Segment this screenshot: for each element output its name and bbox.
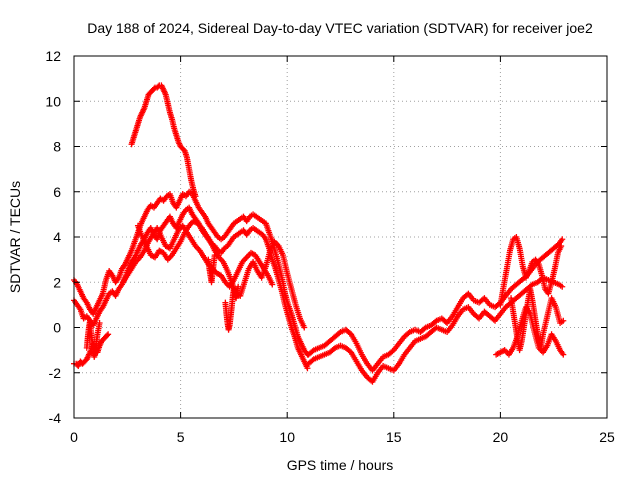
series-high-arc — [128, 82, 199, 200]
y-tick-label: 10 — [45, 93, 61, 109]
y-tick-label: 2 — [53, 274, 61, 290]
y-axis-label: SDTVAR / TECUs — [7, 181, 23, 293]
data-point — [432, 318, 439, 325]
y-tick-label: 6 — [53, 184, 61, 200]
data-point — [96, 319, 103, 326]
data-point — [269, 281, 276, 288]
x-tick-label: 0 — [70, 429, 78, 445]
data-point — [560, 317, 567, 324]
series-late-peak-a — [497, 234, 565, 308]
y-tick-label: -2 — [49, 365, 62, 381]
x-tick-label: 25 — [599, 429, 615, 445]
data-point — [235, 283, 242, 290]
y-tick-label: 8 — [53, 139, 61, 155]
y-tick-label: -4 — [49, 410, 62, 426]
data-point — [389, 348, 396, 355]
x-tick-label: 15 — [386, 429, 402, 445]
data-point — [304, 365, 311, 372]
data-point — [105, 331, 112, 338]
x-tick-label: 5 — [177, 429, 185, 445]
data-point — [150, 85, 157, 92]
data-point — [309, 357, 316, 364]
x-tick-label: 10 — [279, 429, 295, 445]
data-point — [405, 330, 412, 337]
y-tick-label: 0 — [53, 320, 61, 336]
data-point — [528, 282, 535, 289]
data-point — [211, 252, 218, 259]
data-point — [421, 325, 428, 332]
data-point — [336, 330, 343, 337]
series-main-lower — [71, 204, 311, 372]
data-point — [309, 348, 316, 355]
x-axis-label: GPS time / hours — [287, 457, 394, 473]
series-side-drop-a — [222, 283, 242, 333]
data-point — [559, 283, 566, 290]
y-tick-label: 4 — [53, 229, 61, 245]
data-point — [301, 324, 308, 331]
data-point — [330, 345, 337, 352]
y-tick-label: 12 — [45, 48, 61, 64]
ticks: 0 5 10 15 20 25 -4 -2 0 2 4 6 8 10 12 — [45, 48, 615, 445]
data-point — [558, 243, 565, 250]
series-side-drop-b — [205, 252, 218, 286]
x-tick-label: 20 — [493, 429, 509, 445]
data-points — [71, 82, 567, 385]
chart-title: Day 188 of 2024, Sidereal Day-to-day VTE… — [87, 20, 593, 36]
series-late-drop-b — [508, 286, 567, 354]
data-point — [104, 332, 111, 339]
series-early-low-b — [83, 317, 103, 360]
data-point — [559, 236, 566, 243]
data-point — [560, 351, 567, 358]
